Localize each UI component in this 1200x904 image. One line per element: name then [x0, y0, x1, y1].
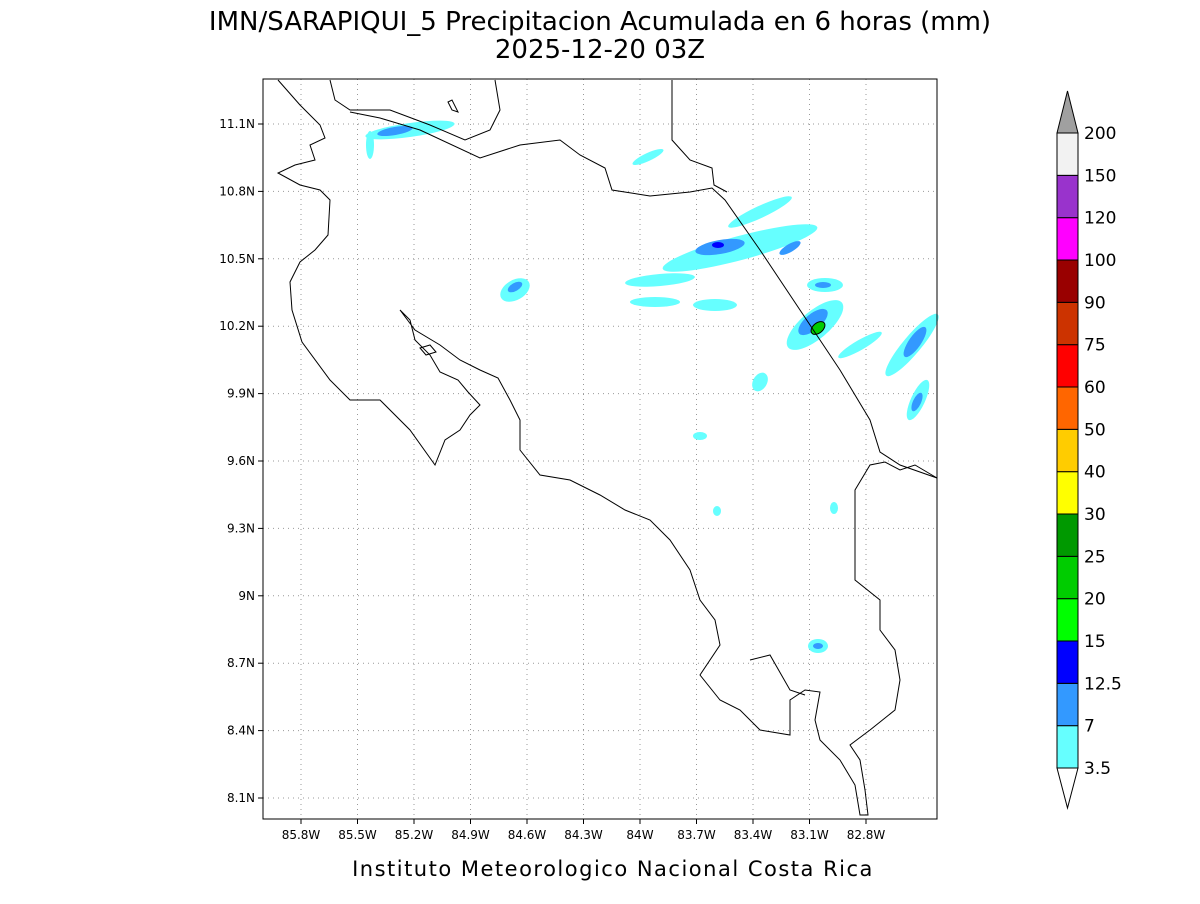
lat-label: 9.3N: [227, 521, 255, 535]
colorbar-box: [1056, 344, 1079, 388]
lat-label: 10.2N: [219, 319, 255, 333]
coastline: [276, 79, 938, 816]
precipitation: [365, 120, 939, 653]
colorbar-box: [1056, 174, 1079, 219]
colorbar-label: 15: [1084, 632, 1106, 652]
colorbar-label: 100: [1084, 251, 1116, 271]
colorbar-above: [1056, 90, 1079, 134]
colorbar: 3.5 7 12.5 15 20 25 30 40 50 60 75 90 100 120 150 200: [1056, 90, 1122, 810]
footer: Instituto Meteorologico Nacional Costa R…: [352, 857, 874, 881]
lat-label: 8.1N: [227, 791, 255, 805]
colorbar-label: 150: [1084, 166, 1116, 186]
colorbar-label: 25: [1084, 547, 1106, 567]
lon-label: 85.5W: [338, 828, 377, 842]
colorbar-box: [1056, 725, 1079, 769]
colorbar-label: 3.5: [1084, 759, 1111, 779]
lat-label: 10.8N: [219, 184, 255, 198]
lon-label: 82.8W: [847, 828, 886, 842]
colorbar-label: 40: [1084, 463, 1106, 483]
colorbar-label: 20: [1084, 590, 1106, 610]
colorbar-box: [1056, 598, 1079, 642]
grid: [258, 79, 937, 824]
colorbar-label: 60: [1084, 378, 1106, 398]
lon-label: 84W: [626, 828, 653, 842]
colorbar-box: [1056, 682, 1079, 727]
lon-label: 84.3W: [564, 828, 603, 842]
colorbar-label: 7: [1084, 717, 1095, 737]
lon-label: 83.7W: [677, 828, 716, 842]
colorbar-box: [1056, 555, 1079, 600]
colorbar-label: 200: [1084, 124, 1116, 144]
lat-label: 8.7N: [227, 656, 255, 670]
colorbar-box: [1056, 301, 1079, 346]
colorbar-box: [1056, 259, 1079, 303]
colorbar-box: [1056, 471, 1079, 515]
colorbar-box: [1056, 428, 1079, 473]
lon-label: 85.2W: [395, 828, 434, 842]
colorbar-label: 30: [1084, 505, 1106, 525]
colorbar-box: [1056, 513, 1079, 557]
lat-label: 9N: [238, 589, 255, 603]
colorbar-box: [1056, 386, 1079, 430]
lon-label: 85.8W: [282, 828, 321, 842]
subtitle: 2025-12-20 03Z: [495, 35, 705, 65]
lat-label: 9.6N: [227, 454, 255, 468]
lat-label: 8.4N: [227, 724, 255, 738]
colorbar-box: [1056, 640, 1079, 684]
lon-label: 84.6W: [508, 828, 547, 842]
colorbar-label: 75: [1084, 336, 1106, 356]
lat-label: 10.5N: [219, 252, 255, 266]
colorbar-box: [1056, 132, 1079, 176]
lat-label: 11.1N: [219, 117, 255, 131]
colorbar-box: [1056, 217, 1079, 261]
colorbar-label: 50: [1084, 420, 1106, 440]
colorbar-below: [1056, 767, 1079, 810]
lon-label: 84.9W: [451, 828, 490, 842]
lon-label: 83.1W: [790, 828, 829, 842]
lat-label: 9.9N: [227, 387, 255, 401]
lon-label: 83.4W: [734, 828, 773, 842]
map-frame: [262, 78, 938, 820]
colorbar-label: 120: [1084, 209, 1116, 229]
colorbar-label: 90: [1084, 293, 1106, 313]
title: IMN/SARAPIQUI_5 Precipitacion Acumulada …: [209, 7, 991, 37]
colorbar-label: 12.5: [1084, 674, 1122, 694]
